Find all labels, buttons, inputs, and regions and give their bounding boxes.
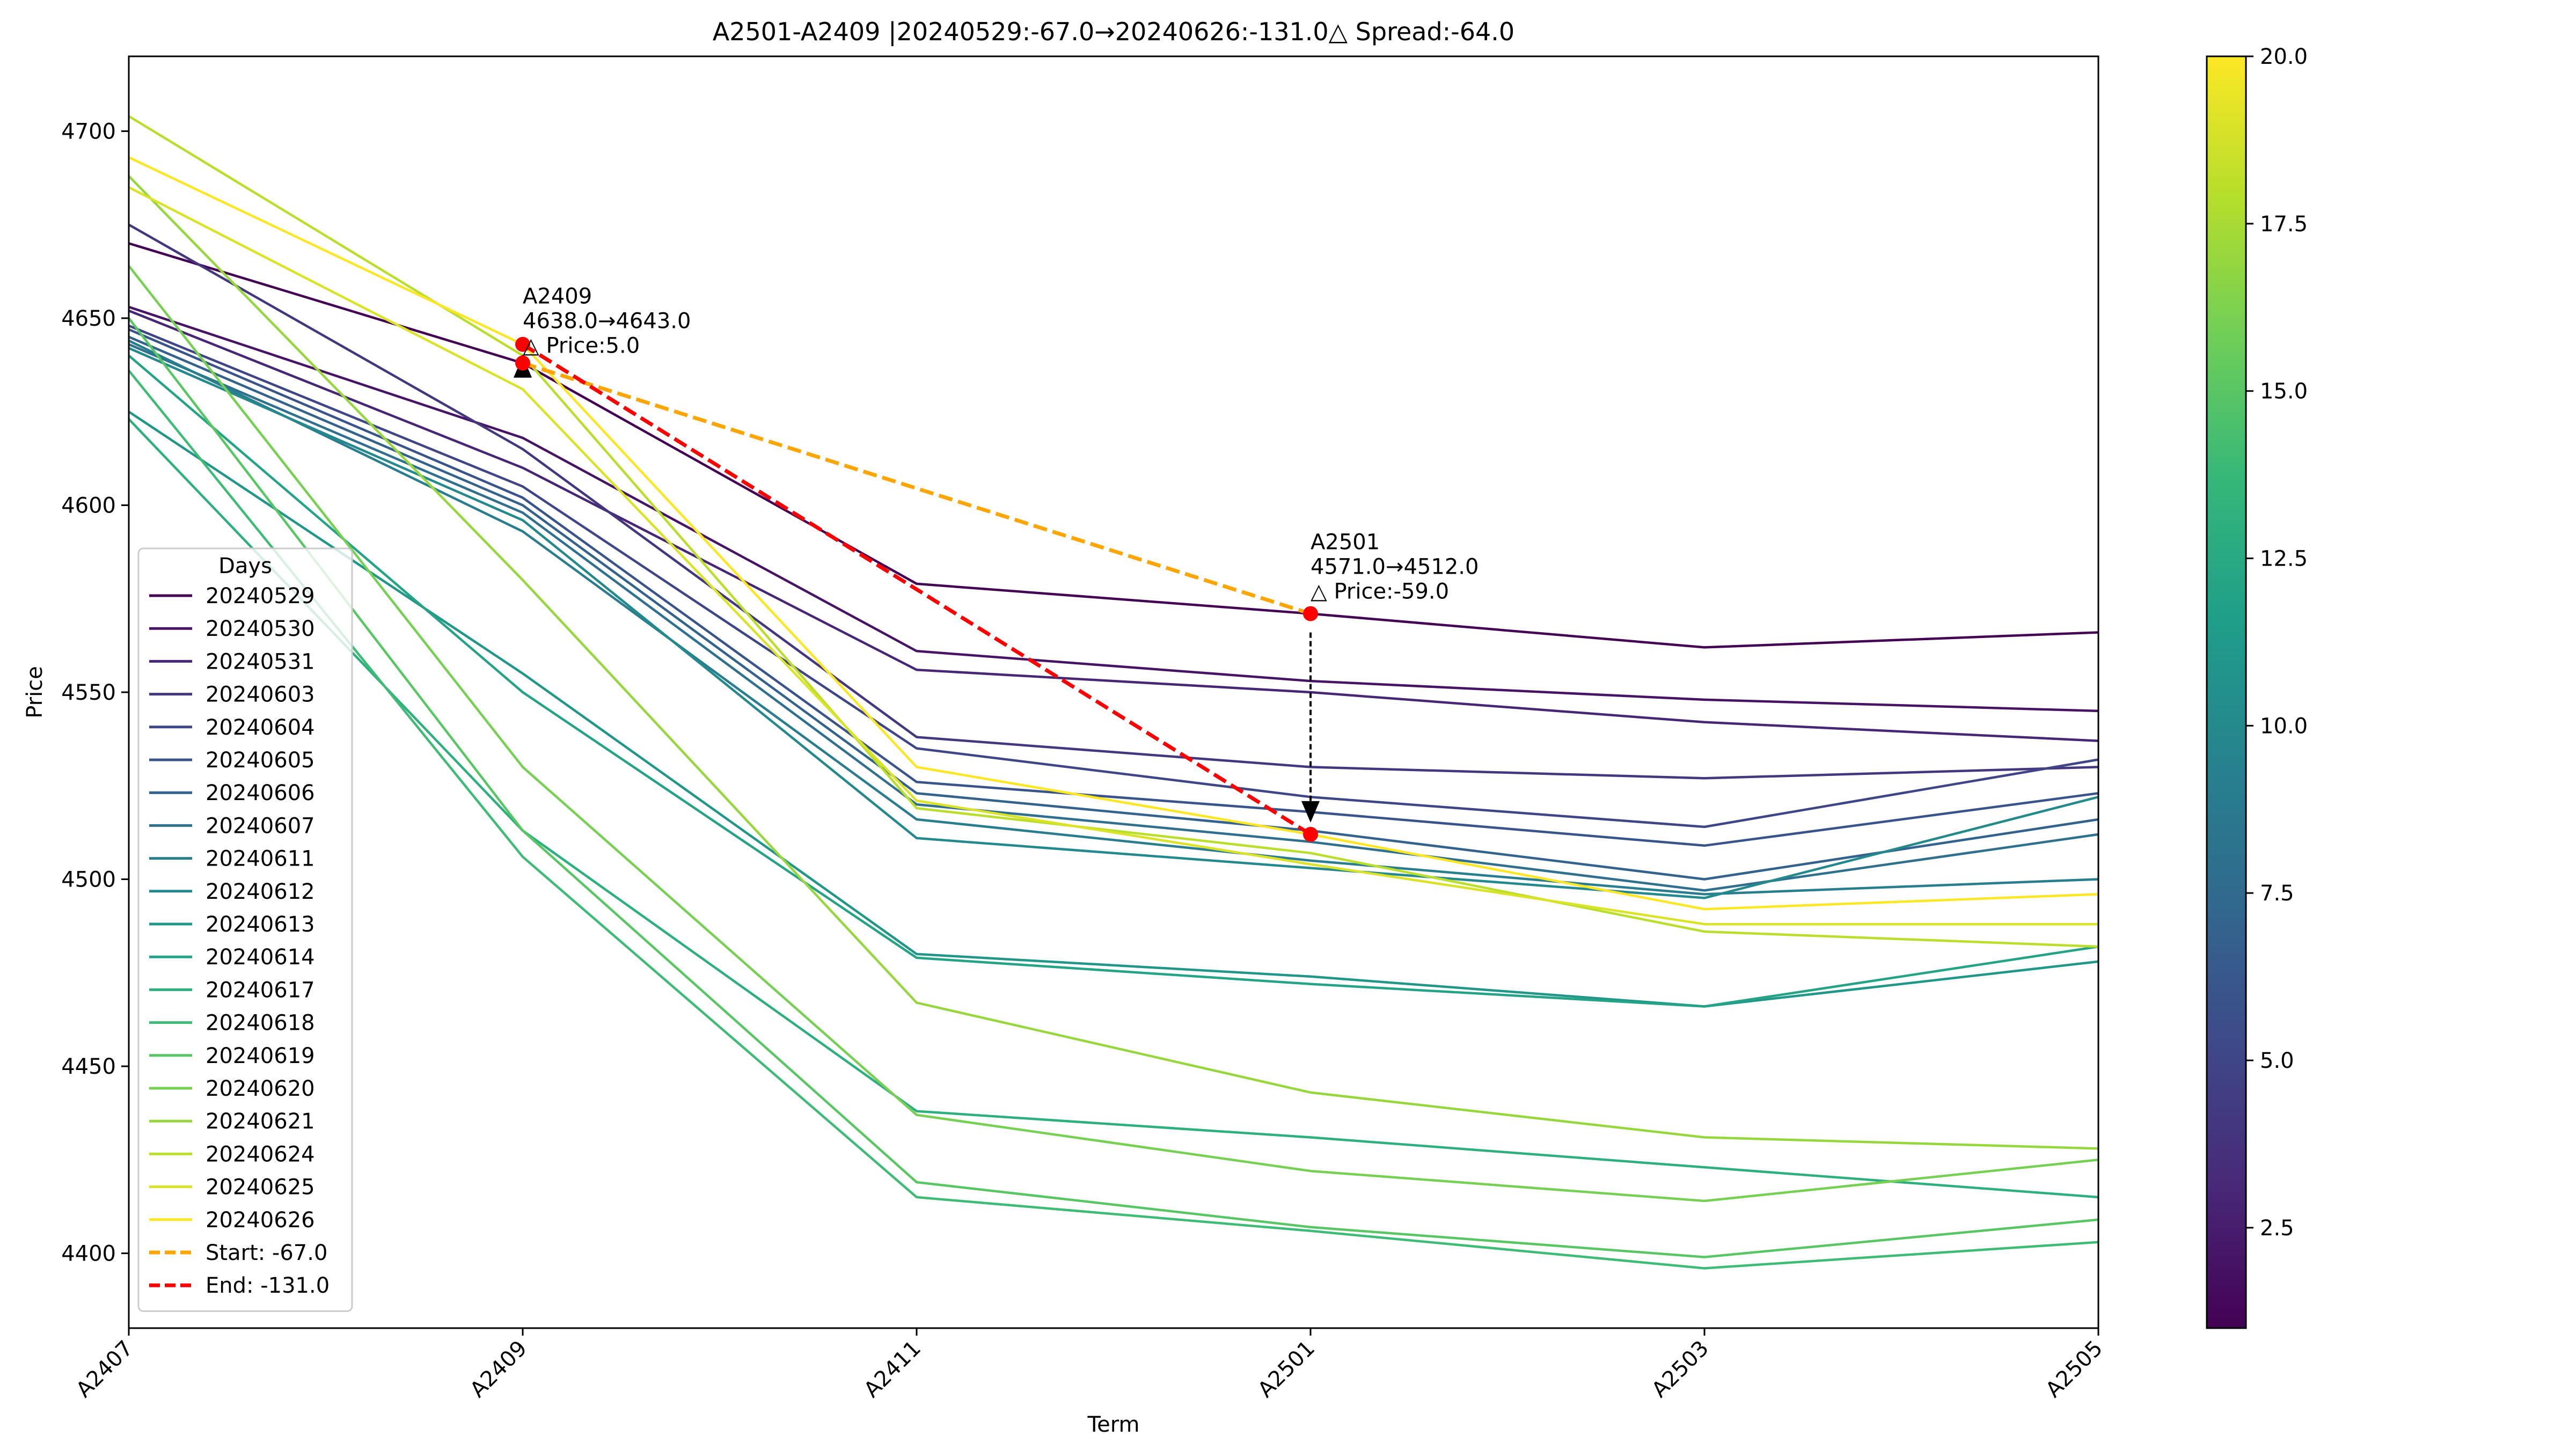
y-tick-label: 4700 — [61, 119, 116, 144]
series-line-20240611 — [128, 339, 2099, 896]
start-spread-line — [522, 361, 1312, 615]
series-line-20240621 — [128, 175, 2099, 1150]
series-line-20240606 — [128, 335, 2099, 881]
legend-item-label: 20240606 — [206, 781, 315, 805]
legend-item-label: 20240603 — [206, 683, 315, 707]
series-line-20240529 — [128, 242, 2099, 649]
y-tick-label: 4600 — [61, 493, 116, 518]
legend-item-label: 20240530 — [206, 617, 315, 641]
legend-item-label: 20240621 — [206, 1109, 315, 1134]
chart-title: A2501-A2409 |20240529:-67.0→20240626:-13… — [713, 17, 1514, 47]
series-line-20240626 — [128, 156, 2099, 911]
start-price-marker — [515, 355, 530, 371]
annotation-label-A2501: A2501 — [1311, 530, 1380, 555]
series-line-20240531 — [128, 309, 2099, 742]
series-line-20240619 — [128, 317, 2099, 1258]
y-tick-label: 4400 — [61, 1242, 116, 1266]
legend-item-label: 20240626 — [206, 1208, 315, 1233]
legend: Days 20240529 20240530 20240531 20240603 2024… — [137, 547, 353, 1312]
legend-item-label: End: -131.0 — [206, 1273, 330, 1298]
legend-item-label: 20240624 — [206, 1142, 315, 1167]
series-line-20240603 — [128, 223, 2099, 780]
colorbar-tick-label: 17.5 — [2260, 212, 2308, 237]
legend-item-label: 20240605 — [206, 748, 315, 773]
series-line-20240605 — [128, 328, 2099, 847]
end-spread-line — [522, 342, 1312, 836]
y-tick-label: 4500 — [61, 868, 116, 892]
legend-item-label: 20240611 — [206, 847, 315, 871]
series-line-20240617 — [128, 418, 2099, 1199]
colorbar-tick-label: 5.0 — [2260, 1049, 2294, 1073]
legend-item-label: 20240613 — [206, 912, 315, 937]
series-line-20240620 — [128, 265, 2099, 1203]
legend-item-label: 20240625 — [206, 1175, 315, 1200]
y-tick-label: 4650 — [61, 306, 116, 331]
y-tick-label: 4550 — [61, 680, 116, 705]
change-arrow-head — [1301, 801, 1320, 823]
x-axis-label: Term — [1087, 1412, 1140, 1437]
series-line-20240624 — [128, 115, 2099, 948]
series-line-20240625 — [128, 186, 2098, 926]
legend-item-label: 20240604 — [206, 715, 315, 740]
series-line-20240612 — [128, 347, 2099, 899]
annotation-label-A2409: 4638.0→4643.0 — [523, 309, 691, 334]
annotation-label-A2501: △ Price:-59.0 — [1311, 580, 1449, 604]
series-line-20240618 — [128, 370, 2099, 1270]
end-price-marker — [515, 336, 530, 352]
colorbar-bar — [2206, 55, 2247, 1329]
series-line-20240613 — [128, 411, 2099, 1008]
legend-item-label: 20240614 — [206, 945, 315, 970]
legend-item-label: 20240607 — [206, 814, 315, 838]
legend-item-label: 20240529 — [206, 584, 315, 609]
legend-item-label: 20240619 — [206, 1044, 315, 1068]
annotation-label-A2409: A2409 — [523, 284, 592, 309]
series-line-20240530 — [128, 305, 2099, 713]
colorbar-tick-label: 7.5 — [2260, 881, 2294, 906]
colorbar-tick-label: 20.0 — [2260, 45, 2308, 69]
start-price-marker — [1303, 606, 1318, 621]
end-price-marker — [1303, 826, 1318, 842]
legend-item-label: 20240618 — [206, 1011, 315, 1036]
annotation-label-A2409: △ Price:5.0 — [523, 334, 640, 358]
legend-item-label: 20240612 — [206, 880, 315, 904]
y-axis-label: Price — [23, 666, 47, 719]
legend-item-label: 20240617 — [206, 978, 315, 1002]
colorbar-tick-label: 12.5 — [2260, 547, 2308, 571]
series-line-20240604 — [128, 324, 2099, 829]
colorbar: 2.5 5.0 7.5 10.0 12.5 15.0 17.5 20.0 — [2206, 45, 2308, 1329]
legend-item-label: Start: -67.0 — [206, 1241, 327, 1265]
legend-title: Days — [218, 554, 272, 578]
legend-item-label: 20240620 — [206, 1076, 315, 1101]
colorbar-tick-label: 2.5 — [2260, 1216, 2294, 1241]
series-line-20240614 — [128, 354, 2099, 1008]
annotation-label-A2501: 4571.0→4512.0 — [1311, 555, 1479, 580]
legend-item-label: 20240531 — [206, 649, 315, 674]
y-tick-label: 4450 — [61, 1054, 116, 1079]
colorbar-tick-label: 10.0 — [2260, 714, 2308, 738]
colorbar-tick-label: 15.0 — [2260, 379, 2308, 404]
